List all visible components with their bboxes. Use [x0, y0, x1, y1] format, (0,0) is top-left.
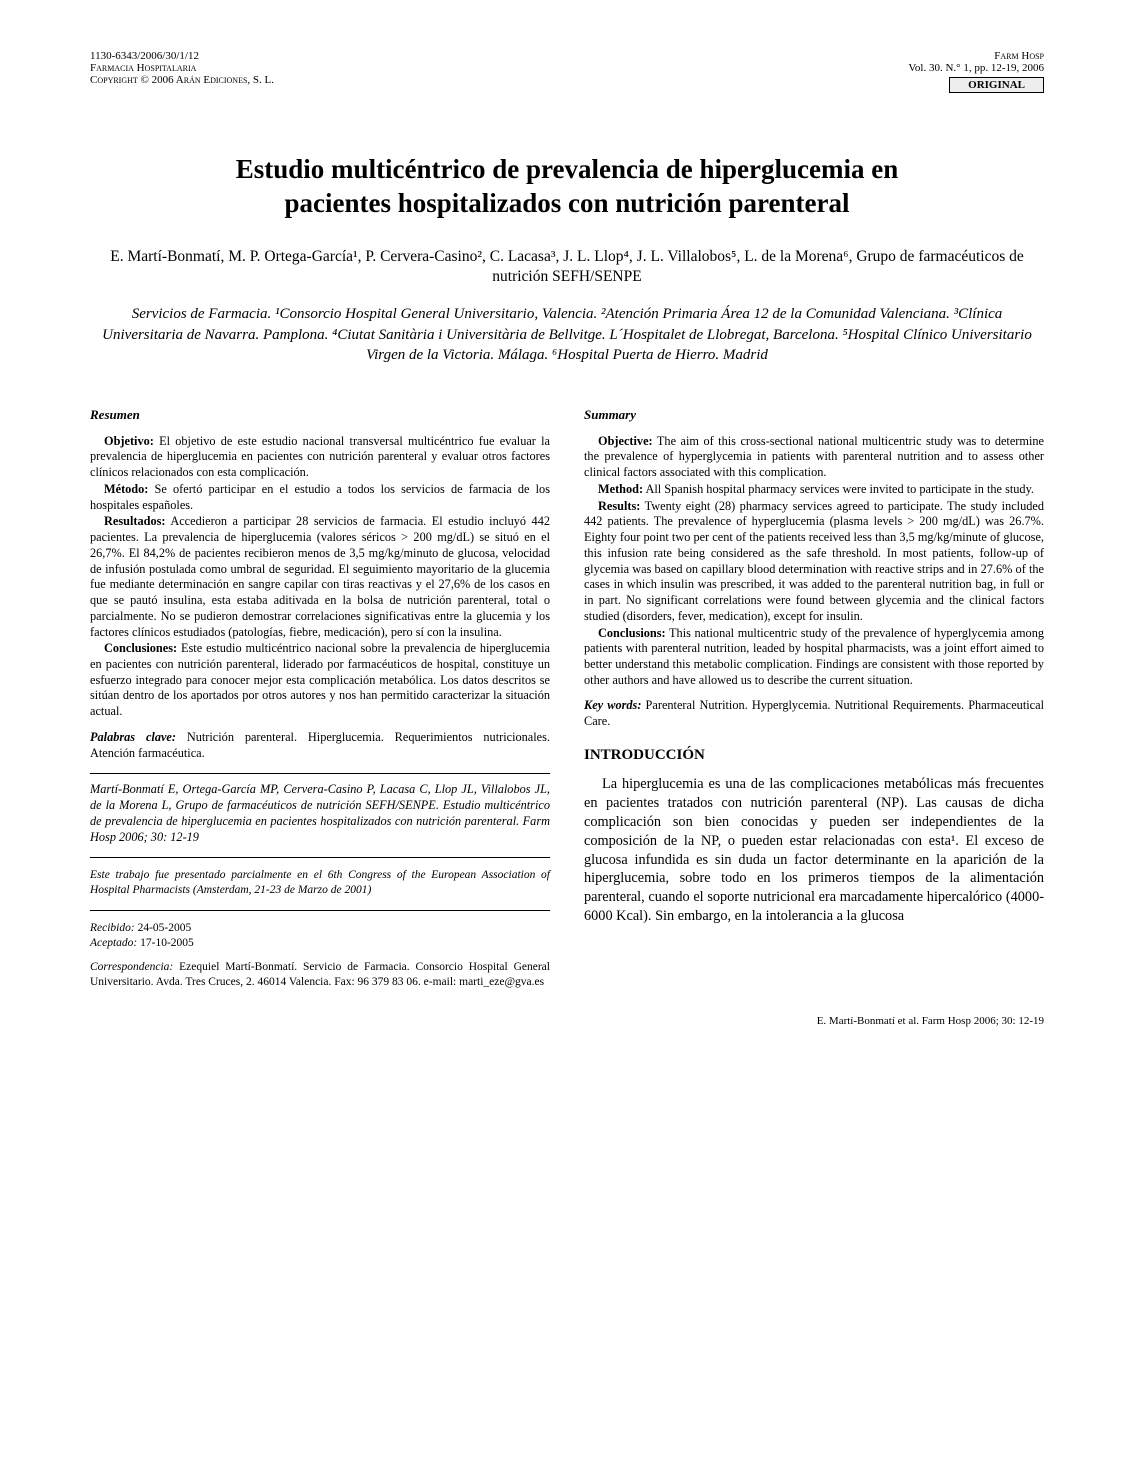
article-type-badge: ORIGINAL [949, 77, 1044, 93]
aceptado-date: 17-10-2005 [137, 937, 194, 949]
issn: 1130-6343/2006/30/1/12 [90, 50, 274, 62]
conclusiones-label: Conclusiones: [104, 641, 177, 655]
copyright: Copyright © 2006 Arán Ediciones, S. L. [90, 74, 274, 86]
affiliations: Servicios de Farmacia. ¹Consorcio Hospit… [90, 304, 1044, 365]
divider [90, 773, 550, 774]
objetivo-text: El objetivo de este estudio nacional tra… [90, 434, 550, 479]
recibido-date: 24-05-2005 [135, 922, 192, 934]
objective-text: The aim of this cross-sectional national… [584, 434, 1044, 479]
title-line-2: pacientes hospitalizados con nutrición p… [284, 188, 849, 218]
authors: E. Martí-Bonmatí, M. P. Ortega-García¹, … [90, 247, 1044, 289]
objective-label: Objective: [598, 434, 653, 448]
article-title: Estudio multicéntrico de prevalencia de … [90, 153, 1044, 221]
journal-name: Farmacia Hospitalaria [90, 62, 274, 74]
divider [90, 857, 550, 858]
recibido-label: Recibido: [90, 922, 135, 934]
objetivo-label: Objetivo: [104, 434, 154, 448]
introduction-heading: INTRODUCCIÓN [584, 746, 1044, 765]
header-right: Farm Hosp Vol. 30. N.° 1, pp. 12-19, 200… [908, 50, 1044, 93]
method-label: Method: [598, 482, 643, 496]
keywords-text: Parenteral Nutrition. Hyperglycemia. Nut… [584, 698, 1044, 728]
introduction-body: La hiperglucemia es una de las complicac… [584, 775, 1044, 926]
metodo-label: Método: [104, 482, 148, 496]
conclusions-label: Conclusions: [598, 626, 666, 640]
summary-heading: Summary [584, 407, 1044, 424]
palabras-clave-label: Palabras clave: [90, 730, 176, 744]
summary: Summary Objective: The aim of this cross… [584, 407, 1044, 730]
submission-dates: Recibido: 24-05-2005 Aceptado: 17-10-200… [90, 921, 550, 950]
citation: Martí-Bonmatí E, Ortega-García MP, Cerve… [90, 782, 550, 845]
correspondence: Correspondencia: Ezequiel Martí-Bonmatí.… [90, 960, 550, 989]
keywords-label: Key words: [584, 698, 641, 712]
results-text: Twenty eight (28) pharmacy services agre… [584, 499, 1044, 623]
header-left: 1130-6343/2006/30/1/12 Farmacia Hospital… [90, 50, 274, 93]
volume-info: Vol. 30. N.° 1, pp. 12-19, 2006 [908, 62, 1044, 74]
header: 1130-6343/2006/30/1/12 Farmacia Hospital… [90, 50, 1044, 93]
resumen-heading: Resumen [90, 407, 550, 424]
title-line-1: Estudio multicéntrico de prevalencia de … [236, 154, 898, 184]
resultados-text: Accedieron a participar 28 servicios de … [90, 514, 550, 638]
method-text: All Spanish hospital pharmacy services w… [643, 482, 1034, 496]
left-column: Resumen Objetivo: El objetivo de este es… [90, 407, 550, 989]
divider [90, 910, 550, 911]
metodo-text: Se ofertó participar en el estudio a tod… [90, 482, 550, 512]
right-column: Summary Objective: The aim of this cross… [584, 407, 1044, 989]
page-footer: E. Martí-Bonmatí et al. Farm Hosp 2006; … [90, 1015, 1044, 1027]
correspondence-label: Correspondencia: [90, 961, 173, 973]
resultados-label: Resultados: [104, 514, 166, 528]
resumen: Resumen Objetivo: El objetivo de este es… [90, 407, 550, 761]
presentation-footnote: Este trabajo fue presentado parcialmente… [90, 868, 550, 897]
results-label: Results: [598, 499, 640, 513]
journal-abbrev: Farm Hosp [908, 50, 1044, 62]
aceptado-label: Aceptado: [90, 937, 137, 949]
content-columns: Resumen Objetivo: El objetivo de este es… [90, 407, 1044, 989]
